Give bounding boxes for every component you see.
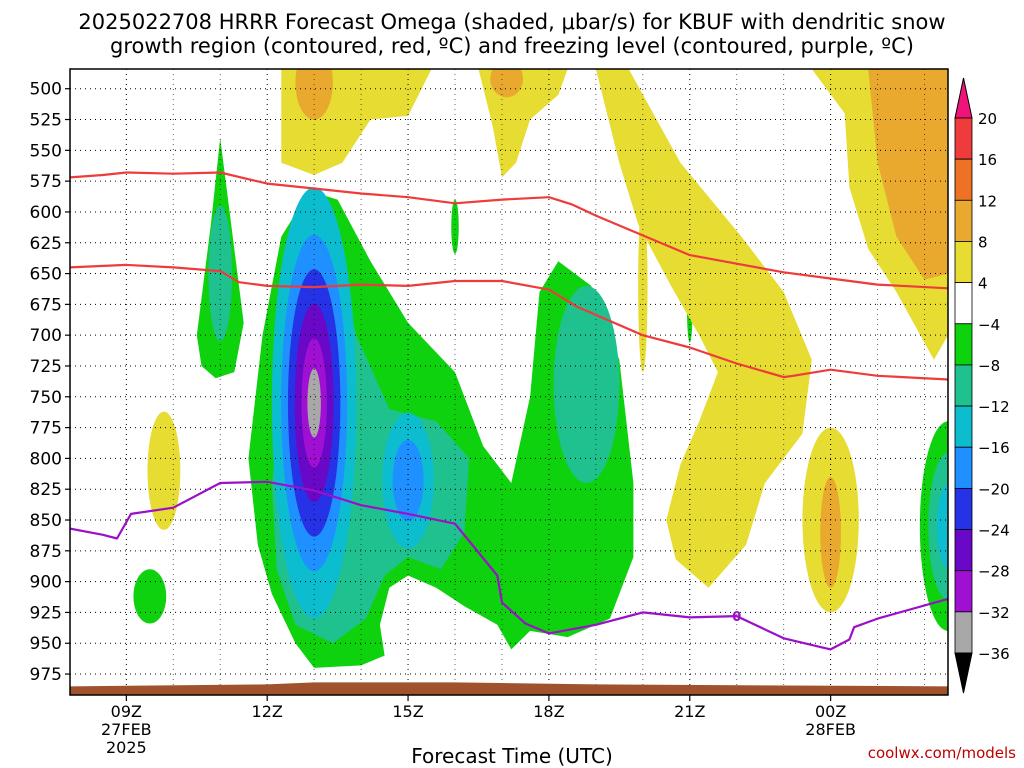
omega-level--16 (936, 484, 948, 569)
omega-core (271, 187, 357, 619)
colorbar-bin (954, 405, 973, 448)
colorbar-bin (954, 199, 973, 242)
colorbar-label: 4 (978, 275, 988, 293)
y-tick-label: 575 (30, 172, 62, 192)
omega-right-edge (919, 421, 948, 631)
omega-level-8 (490, 69, 524, 98)
colorbar-bin (954, 282, 973, 325)
colorbar-bin (954, 241, 973, 284)
colorbar-bin (954, 158, 973, 201)
colorbar-label: −24 (978, 522, 1010, 540)
omega-orange-0030 (820, 476, 841, 588)
colorbar-bottom-triangle (954, 652, 973, 694)
freezing-level-line (70, 480, 948, 651)
y-tick-label: 950 (30, 634, 62, 654)
y-tick-label: 625 (30, 234, 62, 254)
colorbar-label: −16 (978, 439, 1010, 457)
plot-area: 0 (70, 69, 948, 695)
y-tick-label: 525 (30, 111, 62, 131)
colorbar-top-triangle (954, 77, 973, 119)
colorbar-label: −32 (978, 604, 1010, 622)
y-tick-label: 975 (30, 665, 62, 685)
dgz-bottom-isotherm (70, 263, 948, 381)
colorbar-label: −12 (978, 398, 1010, 416)
omega-yellow-right-large (595, 69, 812, 588)
y-tick-label: 825 (30, 480, 62, 500)
y-tick-label: 500 (30, 80, 62, 100)
omega-yellow-0830 (147, 411, 181, 530)
plot-frame (69, 68, 949, 696)
colorbar-bin (954, 446, 973, 489)
x-tick-label: 27FEB (101, 720, 152, 739)
colorbar-label: −4 (978, 316, 1000, 334)
contours: 0 (70, 171, 948, 651)
x-axis-label: Forecast Time (UTC) (411, 744, 613, 768)
colorbar-bin (954, 529, 973, 572)
omega-orange-top-left (295, 69, 333, 120)
y-tick-label: 850 (30, 511, 62, 531)
colorbar-label: −20 (978, 480, 1010, 498)
omega-shading (133, 69, 948, 668)
omega-level--8 (451, 199, 459, 254)
colorbar-bin (954, 117, 973, 160)
omega-15z-core (382, 412, 434, 549)
y-tick-label: 600 (30, 203, 62, 223)
omega-orange-far-right (868, 69, 948, 280)
omega-small-green-925 (133, 569, 167, 624)
colorbar-label: −28 (978, 563, 1010, 581)
chart-title-line-1: 2025022708 HRRR Forecast Omega (shaded, … (78, 10, 946, 34)
omega-level-8 (295, 69, 333, 120)
colorbar-bin (954, 323, 973, 366)
y-tick-label: 675 (30, 295, 62, 315)
y-tick-label: 900 (30, 573, 62, 593)
chart-title-line-2: growth region (contoured, red, ºC) and f… (110, 34, 914, 58)
omega-small-green-600 (451, 199, 459, 254)
omega-level--8 (133, 569, 167, 624)
x-tick-label: 00Z (815, 702, 846, 721)
dgz-top-isotherm (70, 171, 948, 290)
terrain (70, 682, 948, 695)
omega-orange-top-mid (490, 69, 524, 98)
omega-right-green-bulge (553, 285, 620, 484)
y-tick-label: 925 (30, 603, 62, 623)
colorbar-label: 8 (978, 233, 988, 251)
y-tick-label: 650 (30, 265, 62, 285)
x-tick-label: 28FEB (805, 720, 856, 739)
colorbar-label: 20 (978, 110, 997, 128)
y-tick-label: 725 (30, 357, 62, 377)
credit-link[interactable]: coolwx.com/models (867, 744, 1016, 762)
colorbar-bin (954, 487, 973, 530)
x-tick-label: 21Z (674, 702, 705, 721)
colorbar-label: −36 (978, 645, 1010, 663)
colorbar-label: −8 (978, 357, 1000, 375)
colorbar-bin (954, 570, 973, 613)
y-tick-label: 875 (30, 542, 62, 562)
x-tick-label: 09Z (111, 702, 142, 721)
omega-level-4 (147, 411, 181, 530)
x-tick-label: 2025 (106, 738, 147, 757)
y-tick-label: 775 (30, 419, 62, 439)
omega-level-8 (820, 476, 841, 588)
omega-level--12 (553, 285, 620, 484)
colorbar-bin (954, 611, 973, 654)
y-tick-label: 750 (30, 388, 62, 408)
colorbar-bin (954, 364, 973, 407)
y-tick-label: 800 (30, 449, 62, 469)
omega-level--20 (392, 439, 424, 522)
x-tick-label: 15Z (392, 702, 423, 721)
colorbar-label: 16 (978, 151, 997, 169)
colorbar-label: 12 (978, 192, 997, 210)
terrain-surface (70, 682, 948, 695)
x-tick-label: 12Z (252, 702, 283, 721)
freezing-level-label: 0 (732, 610, 741, 625)
y-tick-label: 700 (30, 326, 62, 346)
y-tick-label: 550 (30, 141, 62, 161)
omega-level--36 (307, 368, 321, 438)
omega-colorbar: 20 16 12 8 4 −4 −8 −12 −16 −20 −24 −28 −32 −36 (954, 77, 1010, 694)
x-tick-label: 18Z (533, 702, 564, 721)
pressure-axis: 500 525 550 575 600 625 650 675 700 725 750 775 800 8… (30, 80, 70, 685)
